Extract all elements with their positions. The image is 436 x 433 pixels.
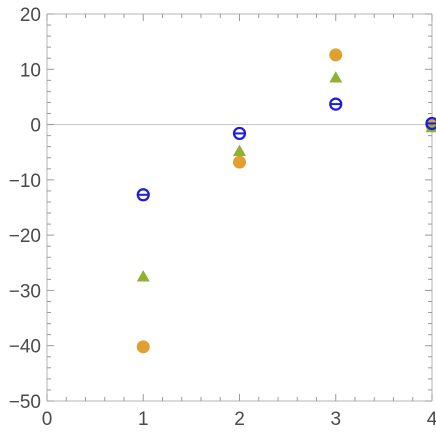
green-triangle-point bbox=[329, 71, 343, 83]
green-triangle-point bbox=[136, 270, 150, 282]
x-tick-label: 1 bbox=[138, 409, 149, 430]
y-tick-label: 20 bbox=[20, 5, 41, 26]
x-tick-label: 4 bbox=[427, 409, 436, 430]
blue-open-circle-point bbox=[136, 188, 150, 202]
orange-circle-point bbox=[233, 155, 246, 169]
y-tick-label: −30 bbox=[9, 281, 41, 302]
y-tick-label: −40 bbox=[9, 337, 41, 358]
axes-frame bbox=[46, 13, 433, 402]
blue-open-circle-point bbox=[329, 97, 343, 111]
axis-ticks bbox=[46, 13, 433, 402]
y-tick-label: −50 bbox=[9, 392, 41, 413]
y-tick-label: −10 bbox=[9, 171, 41, 192]
x-tick-label: 2 bbox=[234, 409, 245, 430]
green-triangle-point bbox=[233, 144, 246, 156]
orange-circle-point bbox=[329, 48, 343, 62]
y-tick-label: 0 bbox=[30, 116, 41, 137]
y-tick-label: −20 bbox=[9, 226, 41, 247]
axis-tick-labels: 0 1 2 3 4 20 10 0 −10 −20 −30 −40 −50 bbox=[9, 5, 436, 430]
x-tick-label: 0 bbox=[42, 409, 53, 430]
orange-circle-point bbox=[136, 340, 150, 354]
x-tick-label: 3 bbox=[330, 409, 341, 430]
y-tick-label: 10 bbox=[20, 60, 41, 81]
data-points bbox=[136, 48, 436, 354]
blue-open-circle-point bbox=[232, 126, 247, 141]
